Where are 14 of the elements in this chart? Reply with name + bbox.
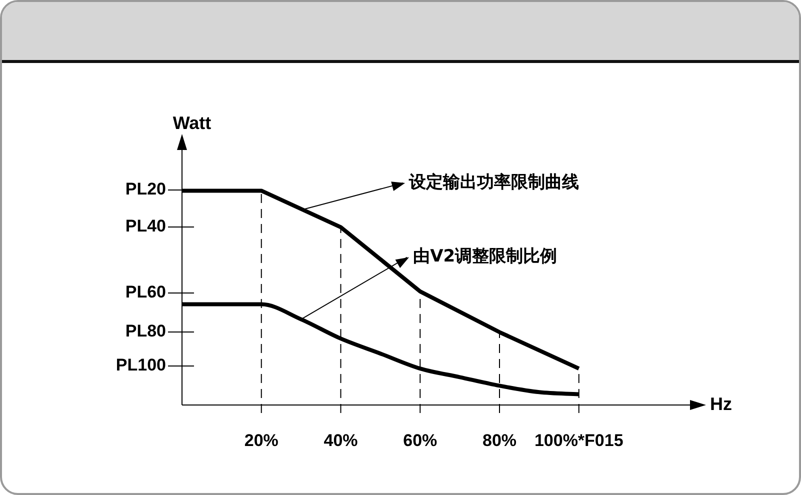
x-tick-label: 20% <box>244 430 278 450</box>
annotation: 设定输出功率限制曲线 <box>408 172 580 192</box>
x-tick-label: 60% <box>403 430 438 450</box>
text: PL100 <box>116 356 166 375</box>
x-tick-label: 100%*F015 <box>534 430 624 450</box>
x-tick-label: 80% <box>482 430 517 450</box>
text: PL20 <box>125 180 166 199</box>
text: PL40 <box>125 216 166 236</box>
annotation: 由V2调整限制比例 <box>413 246 558 267</box>
y-axis-title: Watt <box>172 112 212 133</box>
x-axis-title: Hz <box>710 394 732 414</box>
text: PL60 <box>125 282 166 302</box>
x-tick-label: 40% <box>324 430 358 450</box>
text: PL80 <box>125 322 166 341</box>
